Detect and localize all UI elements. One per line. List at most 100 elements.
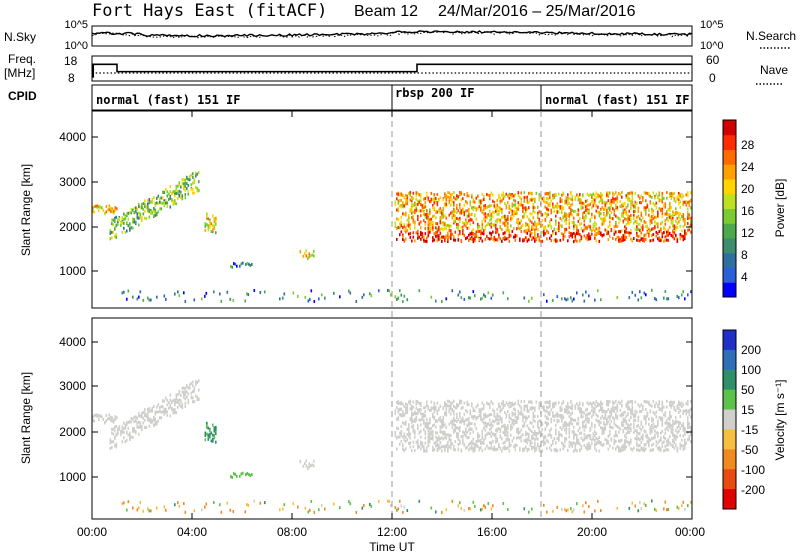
velocity-cell: [637, 432, 640, 436]
power-cell: [492, 230, 494, 234]
velocity-cell: [504, 447, 506, 451]
power-cell: [661, 194, 664, 198]
power-cell: [502, 197, 505, 201]
power-cell: [634, 204, 637, 208]
power-cell: [609, 215, 611, 219]
velocity-cell: [397, 408, 400, 412]
velocity-cell: [481, 507, 484, 511]
power-cell: [613, 232, 616, 236]
velocity-cell: [526, 441, 529, 445]
power-cell: [558, 210, 560, 214]
power-cell: [453, 213, 455, 217]
power-cell: [397, 209, 400, 213]
power-cell: [113, 209, 115, 213]
power-cell: [412, 218, 415, 222]
power-cell: [110, 209, 112, 213]
velocity-cell: [248, 472, 250, 476]
velocity-cell: [609, 417, 611, 421]
power-cell: [568, 196, 571, 200]
velocity-cell: [577, 441, 580, 445]
velocity-cell: [469, 411, 472, 415]
power-cell: [687, 210, 689, 214]
velocity-cell: [405, 447, 407, 451]
power-cell: [454, 217, 457, 221]
velocity-cell: [181, 386, 184, 390]
velocity-cell: [669, 417, 671, 421]
velocity-cell: [435, 510, 437, 514]
power-cell: [687, 228, 689, 232]
velocity-cell: [172, 408, 175, 412]
velocity-cell: [432, 415, 434, 419]
velocity-cell: [427, 429, 430, 433]
velocity-cell: [460, 420, 463, 424]
velocity-cell: [166, 413, 169, 417]
velocity-cell: [625, 427, 628, 431]
velocity-cell: [558, 436, 560, 440]
velocity-cell: [477, 435, 479, 439]
power-cell: [660, 239, 662, 243]
power-cell: [414, 202, 416, 206]
velocity-cell: [625, 414, 628, 418]
velocity-cell: [478, 439, 481, 443]
power-cell: [192, 187, 194, 191]
power-cell: [420, 237, 422, 241]
power-cell: [649, 219, 652, 223]
power-cell: [442, 221, 445, 225]
power-cell: [399, 222, 401, 226]
velocity-cell: [414, 435, 416, 439]
velocity-cell: [568, 427, 571, 431]
x-tick-marks: [191, 111, 593, 519]
power-cell: [201, 297, 203, 301]
power-cell: [675, 225, 677, 229]
power-cell: [435, 196, 437, 200]
power-cell: [654, 225, 656, 229]
velocity-cell: [561, 415, 563, 419]
power-cell: [472, 198, 475, 202]
velocity-cell: [233, 472, 235, 476]
velocity-cell: [532, 418, 535, 422]
velocity-cell: [507, 427, 509, 431]
velocity-cell: [687, 416, 689, 420]
velocity-cell: [571, 422, 574, 426]
velocity-cell: [459, 439, 461, 443]
power-cell: [565, 212, 568, 216]
power-cell: [517, 193, 520, 197]
power-cell: [525, 195, 527, 199]
velocity-cell: [670, 424, 673, 428]
power-cell: [550, 225, 553, 229]
power-cell: [607, 238, 610, 242]
velocity-cell: [169, 393, 172, 397]
power-cell: [652, 202, 655, 206]
power-cell: [481, 198, 484, 202]
power-cell: [631, 203, 634, 207]
velocity-cell: [160, 405, 163, 409]
power-cell: [495, 209, 497, 213]
power-cell: [621, 235, 623, 239]
velocity-cell: [378, 499, 380, 503]
velocity-cell: [630, 416, 632, 420]
velocity-cell: [532, 436, 535, 440]
velocity-cell: [259, 501, 262, 505]
power-cell: [478, 225, 481, 229]
power-cell: [616, 296, 619, 300]
velocity-cell: [498, 418, 500, 422]
velocity-cell: [412, 424, 415, 428]
velocity-cell: [529, 407, 532, 411]
velocity-cell: [559, 413, 562, 417]
velocity-cell: [193, 400, 196, 404]
velocity-cell: [456, 412, 458, 416]
velocity-cell: [514, 412, 517, 416]
velocity-cell: [492, 447, 494, 451]
power-cell: [459, 206, 461, 210]
velocity-cell: [426, 403, 428, 407]
power-cell: [586, 235, 589, 239]
power-cell: [649, 216, 652, 220]
power-cell: [604, 228, 607, 232]
power-cell: [130, 211, 133, 215]
velocity-cell: [576, 402, 578, 406]
velocity-cell: [555, 441, 557, 445]
velocity-cell: [474, 409, 476, 413]
velocity-cell: [448, 410, 451, 414]
velocity-cell: [570, 421, 572, 425]
velocity-cell: [573, 434, 575, 438]
